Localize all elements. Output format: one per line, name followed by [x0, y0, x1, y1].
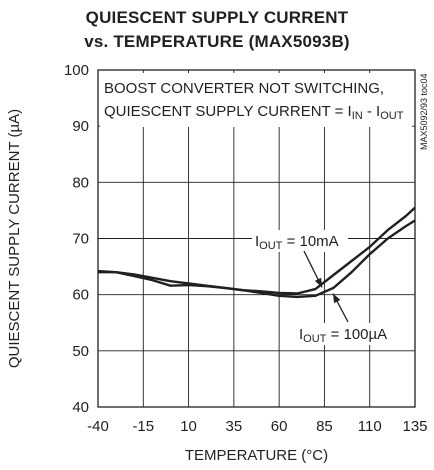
series-1-label: IOUT = 10mA [255, 233, 339, 252]
series-2-label: IOUT = 100µA [299, 326, 387, 345]
series-1-pointer-head [314, 277, 322, 288]
series-2-label-rest: = 100µA [326, 326, 387, 343]
y-tick-label: 80 [72, 174, 89, 191]
y-tick-label: 40 [72, 399, 89, 416]
series-1-label-sub: OUT [259, 240, 283, 252]
x-tick-labels: -40 -15 10 35 60 85 110 135 [87, 418, 427, 435]
y-tick-labels: 40 50 60 70 80 90 100 [64, 62, 89, 416]
y-axis-label: QUIESCENT SUPPLY CURRENT (µA) [6, 109, 23, 368]
annotation-line-1: BOOST CONVERTER NOT SWITCHING, [104, 80, 384, 97]
x-tick-label: 60 [271, 418, 288, 435]
series-1-label-background [252, 230, 348, 252]
x-axis-label: TEMPERATURE (°C) [185, 447, 328, 464]
annotation-background [100, 73, 412, 127]
y-tick-label: 100 [64, 62, 89, 79]
x-tick-label: 110 [358, 418, 382, 435]
x-tick-label: 85 [316, 418, 333, 435]
x-tick-label: -15 [132, 418, 154, 435]
y-tick-label: 60 [72, 287, 89, 304]
series-1-label-main: I [255, 233, 259, 250]
annotation-sub-in: IN [352, 110, 363, 122]
chart-subtitle: vs. TEMPERATURE (MAX5093B) [84, 32, 350, 51]
series-2-label-sub: OUT [303, 333, 327, 345]
y-tick-label: 70 [72, 231, 89, 248]
x-tick-label: 35 [226, 418, 243, 435]
series-2-label-background [296, 323, 404, 345]
series-2-label-main: I [299, 326, 303, 343]
annotation-sub-out: OUT [380, 110, 404, 122]
y-tick-label: 90 [72, 118, 89, 135]
series-2-pointer-head [333, 293, 341, 304]
series-1-label-rest: = 10mA [282, 233, 338, 250]
x-tick-label: -40 [87, 418, 109, 435]
annotation-line-2-main: QUIESCENT SUPPLY CURRENT = I [104, 103, 352, 120]
figure-code: MAX5092/93 toc04 [419, 73, 429, 150]
chart-title: QUIESCENT SUPPLY CURRENT [85, 8, 349, 27]
x-tick-label: 10 [180, 418, 197, 435]
series-group [97, 206, 416, 299]
series-line-1 [98, 206, 416, 295]
y-tick-label: 50 [72, 343, 89, 360]
plot-frame [97, 69, 416, 408]
annotation-line-2: QUIESCENT SUPPLY CURRENT = IIN - IOUT [104, 103, 404, 122]
x-tick-label: 135 [402, 418, 427, 435]
annotation-minus: - I [363, 103, 381, 120]
series-line-2 [97, 219, 416, 299]
